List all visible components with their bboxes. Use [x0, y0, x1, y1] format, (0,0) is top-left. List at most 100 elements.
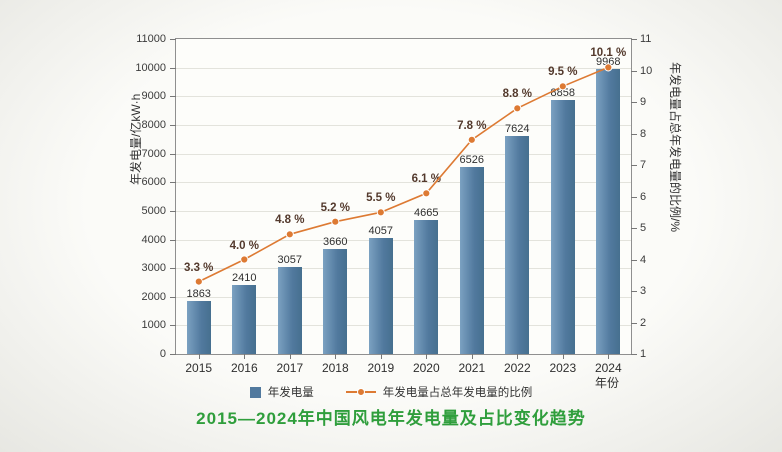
y-tick-label-right: 9: [640, 96, 647, 108]
bar-value-label: 3660: [323, 236, 348, 249]
y-tick-label-left: 3000: [141, 262, 166, 275]
trend-line: [198, 66, 609, 283]
legend-item-bar: 年发电量: [249, 384, 314, 400]
y-tick-label-right: 7: [640, 159, 647, 171]
y-tick-label-left: 8000: [141, 118, 166, 131]
data-point: [240, 255, 249, 264]
pct-label: 3.3 %: [183, 261, 214, 274]
y-tick-left: [170, 354, 176, 355]
y-tick-label-right: 3: [640, 285, 647, 297]
y-tick-label-left: 2000: [141, 290, 166, 303]
y-tick-label-right: 10: [640, 64, 653, 77]
x-tick: [289, 354, 291, 359]
y-tick-right: [631, 322, 637, 324]
y-tick-right: [631, 70, 637, 72]
y-tick-left: [170, 96, 176, 98]
gridline: [176, 325, 631, 327]
bar-value-label: 6526: [459, 154, 485, 167]
x-tick: [244, 354, 246, 359]
x-tick-label: 2020: [412, 361, 440, 375]
bar-value-label: 2410: [232, 272, 257, 284]
y-tick-left: [170, 39, 176, 40]
bar: [186, 300, 211, 354]
data-point: [604, 63, 613, 72]
x-tick: [380, 354, 382, 359]
gridline: [176, 153, 631, 155]
chart-title: 2015—2024年中国风电年发电量及占比变化趋势: [196, 409, 586, 428]
pct-label: 5.2 %: [320, 201, 350, 214]
data-point: [513, 104, 522, 113]
y-tick-left: [170, 210, 176, 212]
y-tick-label-left: 0: [159, 348, 166, 360]
y-tick-label-right: 4: [640, 253, 647, 266]
right-axis-title: 年发电量占总年发电量的比例/%: [668, 62, 682, 233]
legend-item-line: 年发电量占总年发电量的比例: [345, 384, 533, 400]
data-point: [467, 135, 476, 144]
x-tick-label: 2017: [276, 361, 304, 375]
x-tick: [608, 354, 610, 359]
y-tick-left: [170, 325, 176, 327]
y-tick-right: [631, 39, 637, 40]
bar: [277, 266, 302, 354]
y-tick-label-right: 2: [640, 316, 647, 329]
y-tick-left: [170, 67, 176, 69]
bar-value-label: 8858: [550, 87, 576, 100]
legend-line-swatch: [345, 388, 376, 396]
y-tick-label-right: 5: [640, 222, 647, 234]
y-tick-right: [631, 196, 637, 198]
pct-label: 10.1 %: [590, 47, 627, 60]
x-tick-label: 2019: [367, 361, 395, 375]
bar: [505, 135, 530, 354]
gridline: [176, 210, 631, 212]
data-point: [558, 82, 567, 91]
left-axis-title: 年发电量/亿kW·h: [129, 93, 143, 185]
gridline: [176, 96, 631, 98]
x-tick: [471, 354, 473, 359]
x-tick-label: 2022: [503, 361, 531, 375]
x-tick: [562, 354, 564, 359]
gridline: [176, 268, 631, 270]
y-tick-left: [170, 124, 176, 126]
trend-line-layer: [194, 63, 613, 286]
y-tick-label-left: 6000: [141, 176, 166, 189]
gridline: [176, 296, 631, 298]
y-tick-label-left: 11000: [136, 33, 166, 45]
x-tick-label: 2023: [549, 361, 577, 375]
y-tick-label-left: 5000: [141, 204, 166, 217]
y-tick-right: [631, 102, 637, 103]
pct-label: 7.8 %: [457, 119, 487, 132]
y-tick-label-right: 8: [640, 127, 647, 140]
legend-line-label: 年发电量占总年发电量的比例: [382, 387, 533, 399]
bar: [368, 237, 393, 354]
y-tick-right: [631, 228, 637, 229]
data-point: [331, 217, 340, 226]
y-tick-label-left: 4000: [141, 233, 166, 246]
bar-value-label: 1863: [186, 287, 211, 300]
pct-label: 9.5 %: [548, 66, 578, 79]
y-tick-left: [170, 153, 176, 155]
gridline: [176, 182, 631, 184]
y-tick-right: [631, 259, 637, 261]
data-point: [285, 230, 294, 239]
legend-line-dot: [356, 388, 365, 396]
y-tick-left: [170, 182, 176, 184]
y-tick-label-left: 9000: [141, 90, 166, 103]
gridline: [176, 124, 631, 126]
y-tick-left: [170, 239, 176, 241]
legend-bar-label: 年发电量: [267, 387, 314, 399]
y-tick-right: [631, 354, 637, 355]
gridline: [176, 239, 631, 241]
data-point: [422, 189, 431, 198]
x-tick-label: 2024: [594, 361, 622, 375]
bar: [232, 285, 257, 354]
pct-label: 4.8 %: [275, 214, 305, 227]
x-axis-title: 年份: [594, 376, 619, 390]
y-tick-right: [631, 291, 637, 292]
bar-value-label: 9968: [596, 55, 621, 68]
x-tick-label: 2015: [185, 361, 213, 375]
pct-label: 4.0 %: [229, 239, 259, 252]
y-tick-left: [170, 268, 176, 270]
y-tick-label-left: 1000: [141, 319, 166, 332]
